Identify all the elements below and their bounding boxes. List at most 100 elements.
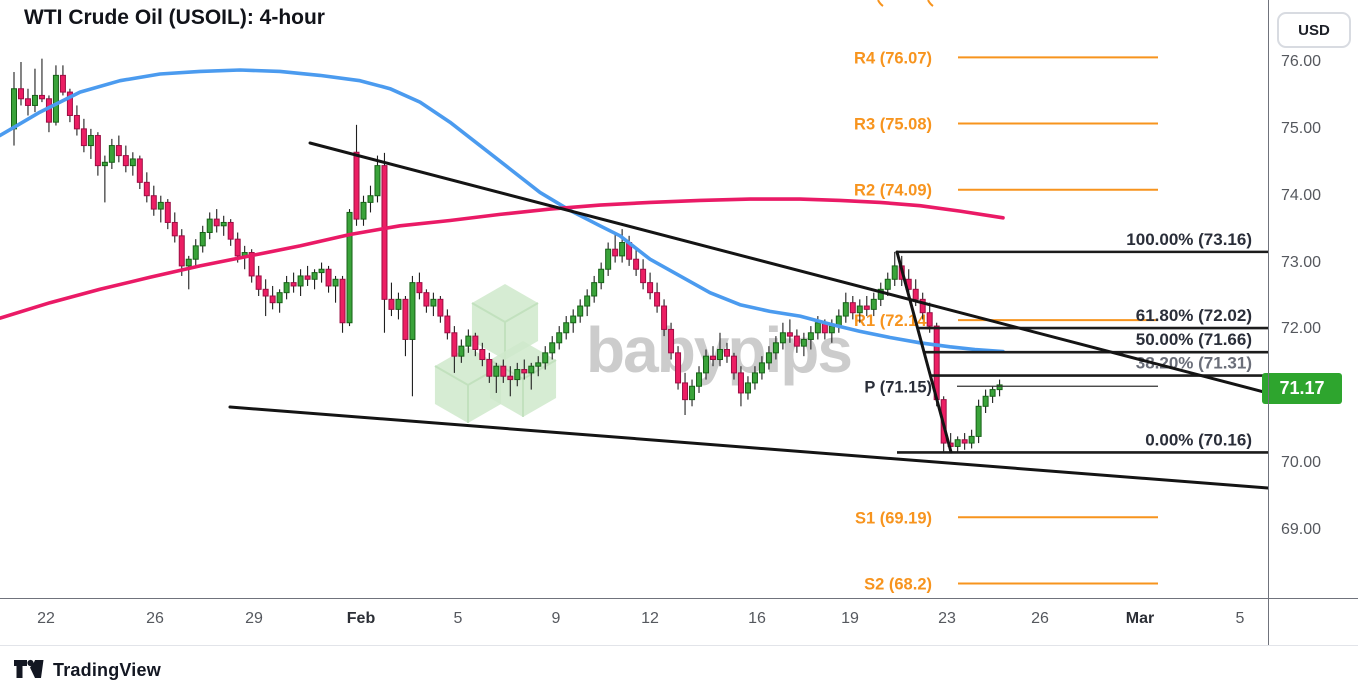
- candle-body: [507, 375, 514, 381]
- candle-body: [143, 181, 150, 197]
- candle-body: [479, 348, 486, 361]
- chart-plot-area[interactable]: babypipsR4 (76.07)R3 (75.08)R2 (74.09)R1…: [0, 0, 1268, 598]
- candle-body: [206, 218, 213, 233]
- fib-level-label: 0.00% (70.16): [1145, 430, 1252, 449]
- time-tick-label: 19: [841, 610, 859, 627]
- candle-body: [458, 345, 465, 357]
- candle-body: [591, 282, 598, 297]
- candle-body: [751, 372, 758, 384]
- candle-body: [800, 338, 807, 347]
- candle-body: [402, 298, 409, 340]
- candle-body: [737, 372, 744, 394]
- candle-body: [339, 278, 346, 324]
- candle-body: [80, 128, 87, 147]
- last-price-badge: 71.17: [1262, 373, 1342, 404]
- candle-body: [234, 238, 241, 257]
- fib-level-label: 100.00% (73.16): [1126, 230, 1252, 249]
- candle-body: [654, 292, 661, 307]
- candle-body: [744, 382, 751, 394]
- candle-body: [213, 218, 220, 227]
- time-tick-label: 23: [938, 610, 956, 627]
- candle-body: [486, 359, 493, 377]
- candle-body: [828, 325, 835, 334]
- descending-trendline-lower[interactable]: [228, 405, 1268, 490]
- candle-body: [17, 88, 24, 100]
- pivot-level-label: R4 (76.07): [854, 49, 932, 67]
- candle-body: [332, 278, 339, 287]
- candle-body: [367, 195, 374, 203]
- candle-body: [563, 322, 570, 334]
- candle-body: [276, 292, 283, 304]
- candle-body: [849, 302, 856, 314]
- candle-body: [11, 88, 17, 130]
- candle-body: [423, 292, 430, 307]
- time-axis[interactable]: 22 26 29 Feb 5 9 12 16 19 23 26 Mar 5: [0, 599, 1268, 645]
- candle-body: [640, 268, 647, 284]
- candle-body: [514, 369, 521, 381]
- price-tick-label: 74.00: [1281, 186, 1322, 204]
- candle-body: [521, 369, 528, 374]
- candle-body: [779, 332, 786, 344]
- page-title: WTI Crude Oil (USOIL): 4-hour: [24, 6, 325, 29]
- time-tick-label: 9: [551, 610, 561, 627]
- candle-body: [38, 94, 45, 100]
- price-tick-label: 76.00: [1281, 53, 1322, 70]
- candle-body: [73, 114, 80, 130]
- candle-body: [814, 322, 821, 334]
- candle-body: [675, 352, 682, 384]
- candle-body: [318, 268, 325, 274]
- tradingview-logo-text: TradingView: [53, 659, 161, 680]
- price-tick-label: 70.00: [1281, 454, 1322, 472]
- candle-body: [961, 439, 968, 444]
- candle-body: [395, 298, 402, 310]
- time-tick-label: 5: [453, 610, 463, 627]
- candle-body: [192, 245, 199, 260]
- footer-brand[interactable]: TradingView: [14, 658, 161, 682]
- candle-body: [996, 384, 1003, 391]
- candle-body: [891, 265, 898, 280]
- candle-body: [535, 362, 542, 367]
- candle-body: [31, 94, 38, 106]
- candlestick-chart[interactable]: babypipsR4 (76.07)R3 (75.08)R2 (74.09)R1…: [0, 0, 1268, 598]
- candle-body: [863, 305, 870, 310]
- candle-body: [164, 201, 171, 223]
- candle-body: [856, 305, 863, 314]
- time-tick-label: 26: [1031, 610, 1049, 627]
- price-axis[interactable]: USD 76.0075.0074.0073.0072.0071.0070.006…: [1262, 0, 1358, 645]
- time-tick-label: Feb: [346, 610, 376, 627]
- fib-connector[interactable]: [895, 250, 953, 454]
- descending-trendline-upper[interactable]: [308, 141, 1268, 395]
- candle-body: [730, 355, 737, 374]
- candle-body: [870, 298, 877, 310]
- candle-body: [66, 91, 73, 116]
- candle-body: [304, 275, 311, 280]
- candle-body: [227, 221, 234, 240]
- candle-body: [598, 268, 605, 284]
- candle-body: [360, 201, 367, 220]
- candle-body: [877, 288, 884, 300]
- candle-body: [311, 272, 318, 280]
- candle-body: [703, 355, 710, 374]
- candle-body: [24, 98, 31, 106]
- candle-body: [723, 348, 730, 357]
- pivot-level-label: R2 (74.09): [854, 182, 932, 200]
- candle-body: [129, 158, 136, 167]
- candle-body: [472, 335, 479, 350]
- candle-body: [353, 151, 360, 220]
- candle-body: [975, 405, 982, 437]
- candle-body: [772, 342, 779, 354]
- candle-body: [178, 235, 185, 267]
- candle-body: [710, 355, 716, 361]
- candle-body: [619, 242, 626, 257]
- candle-body: [101, 161, 108, 167]
- price-tick-label: 72.00: [1281, 320, 1322, 338]
- time-tick-label: Mar: [1125, 610, 1155, 627]
- candle-body: [884, 278, 891, 290]
- time-axis-separator: [0, 598, 1358, 599]
- fib-level-label: 38.20% (71.31): [1136, 354, 1252, 373]
- time-tick-label: 26: [146, 610, 164, 627]
- time-tick-label: 5: [1235, 610, 1245, 627]
- candle-body: [926, 312, 933, 327]
- currency-toggle-button[interactable]: USD: [1277, 12, 1351, 48]
